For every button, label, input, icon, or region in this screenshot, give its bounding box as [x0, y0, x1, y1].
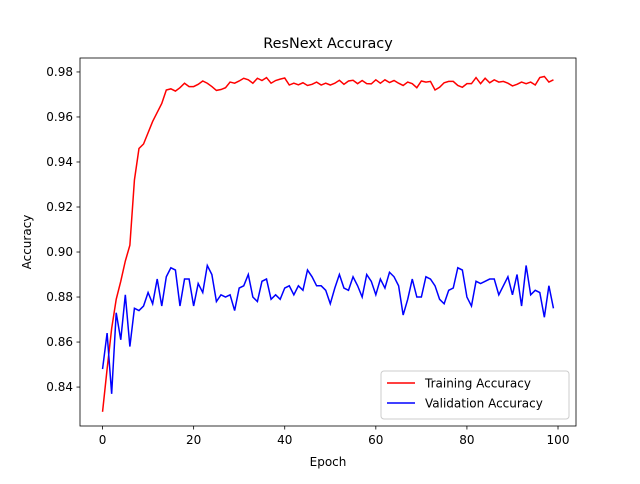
x-tick-label: 0	[99, 433, 107, 447]
y-tick-label: 0.98	[46, 65, 73, 79]
x-tick-label: 40	[277, 433, 292, 447]
x-tick-label: 100	[547, 433, 570, 447]
y-axis-label: Accuracy	[20, 215, 34, 270]
chart-title: ResNext Accuracy	[263, 36, 393, 52]
y-tick-label: 0.96	[46, 110, 73, 124]
legend-box	[380, 370, 570, 420]
x-axis-label: Epoch	[310, 455, 347, 469]
data-line	[101, 263, 555, 394]
x-tick-label: 60	[368, 433, 383, 447]
y-tick-label: 0.86	[46, 335, 73, 349]
x-tick-label: 80	[459, 433, 474, 447]
data-line	[101, 75, 554, 412]
y-tick-label: 0.94	[46, 155, 73, 169]
legend-label: Validation Accuracy	[425, 397, 543, 411]
legend-label: Training Accuracy	[424, 377, 531, 391]
y-tick-label: 0.84	[46, 380, 73, 394]
y-tick-label: 0.90	[46, 245, 73, 259]
y-tick-label: 0.88	[46, 290, 73, 304]
y-tick-label: 0.92	[46, 200, 73, 214]
axes-frame	[79, 57, 577, 427]
x-tick-label: 20	[186, 433, 201, 447]
